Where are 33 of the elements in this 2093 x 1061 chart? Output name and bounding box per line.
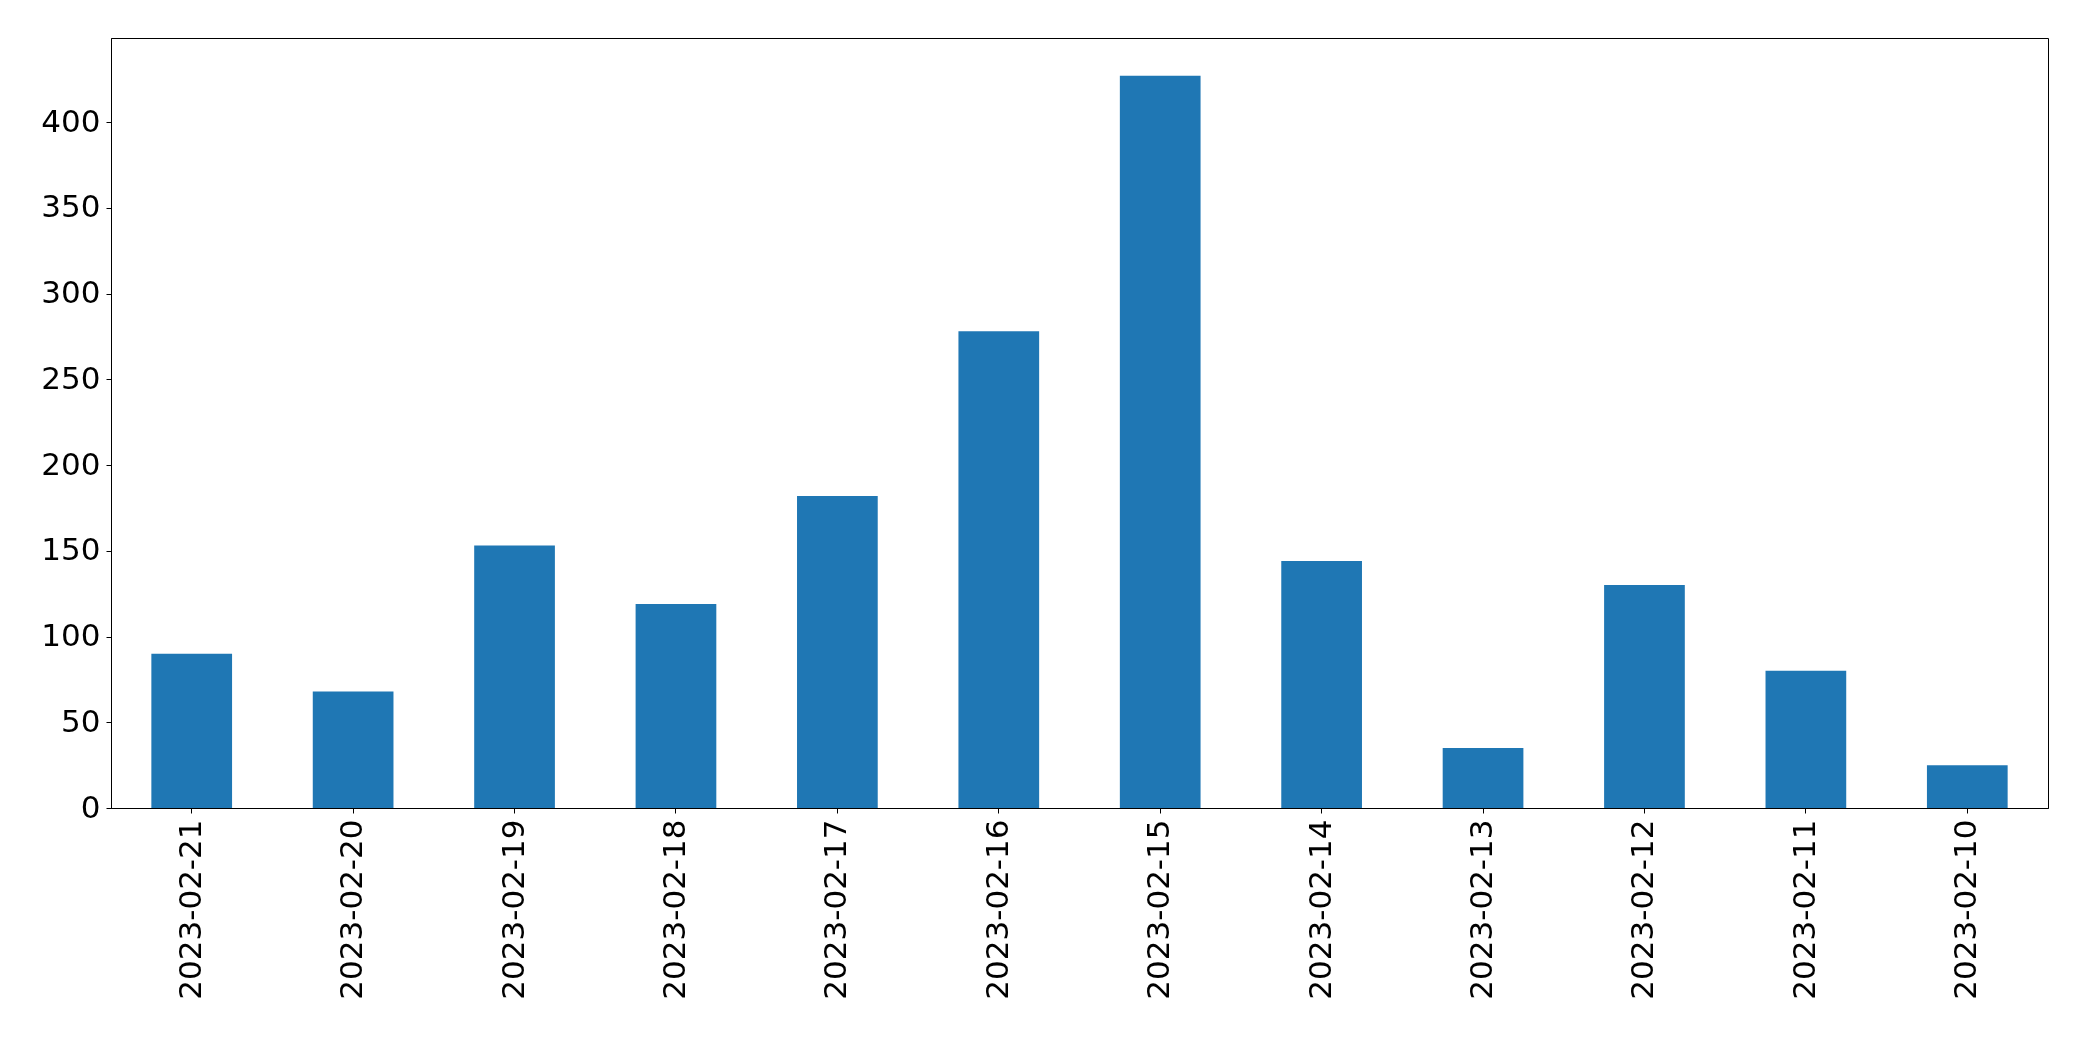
- y-tick-label: 250: [41, 359, 101, 396]
- bar: [1926, 765, 2008, 808]
- y-tick-label: 400: [41, 102, 101, 139]
- x-tick-label: 2023-02-13: [1463, 819, 1500, 1000]
- bar: [1765, 670, 1847, 808]
- x-tick-label: 2023-02-16: [978, 819, 1015, 1000]
- bar: [635, 603, 717, 808]
- bar: [1442, 747, 1524, 808]
- bar: [1119, 75, 1201, 808]
- x-tick-label: 2023-02-20: [333, 819, 370, 1000]
- x-tick-label: 2023-02-21: [171, 819, 208, 1000]
- x-tick-label: 2023-02-18: [655, 819, 692, 1000]
- x-tick-label: 2023-02-12: [1624, 819, 1661, 1000]
- y-tick-label: 200: [41, 445, 101, 482]
- y-tick-label: 150: [41, 531, 101, 568]
- y-tick-label: 100: [41, 617, 101, 654]
- x-tick-label: 2023-02-10: [1947, 819, 1984, 1000]
- bar: [1604, 585, 1685, 808]
- bar: [958, 331, 1040, 808]
- x-tick-label: 2023-02-11: [1785, 819, 1822, 1000]
- bar: [474, 545, 555, 808]
- y-tick-label: 50: [61, 702, 101, 739]
- x-tick-label: 2023-02-17: [817, 819, 854, 1000]
- y-tick-label: 350: [41, 188, 101, 225]
- bar: [1281, 561, 1362, 808]
- bar: [151, 653, 233, 808]
- x-tick-label: 2023-02-19: [494, 819, 531, 1000]
- bar: [312, 691, 394, 808]
- y-tick-label: 0: [80, 788, 101, 825]
- x-tick-label: 2023-02-15: [1140, 819, 1177, 1000]
- y-tick-label: 300: [41, 274, 101, 311]
- bar: [797, 495, 878, 808]
- x-tick-label: 2023-02-14: [1301, 819, 1338, 1000]
